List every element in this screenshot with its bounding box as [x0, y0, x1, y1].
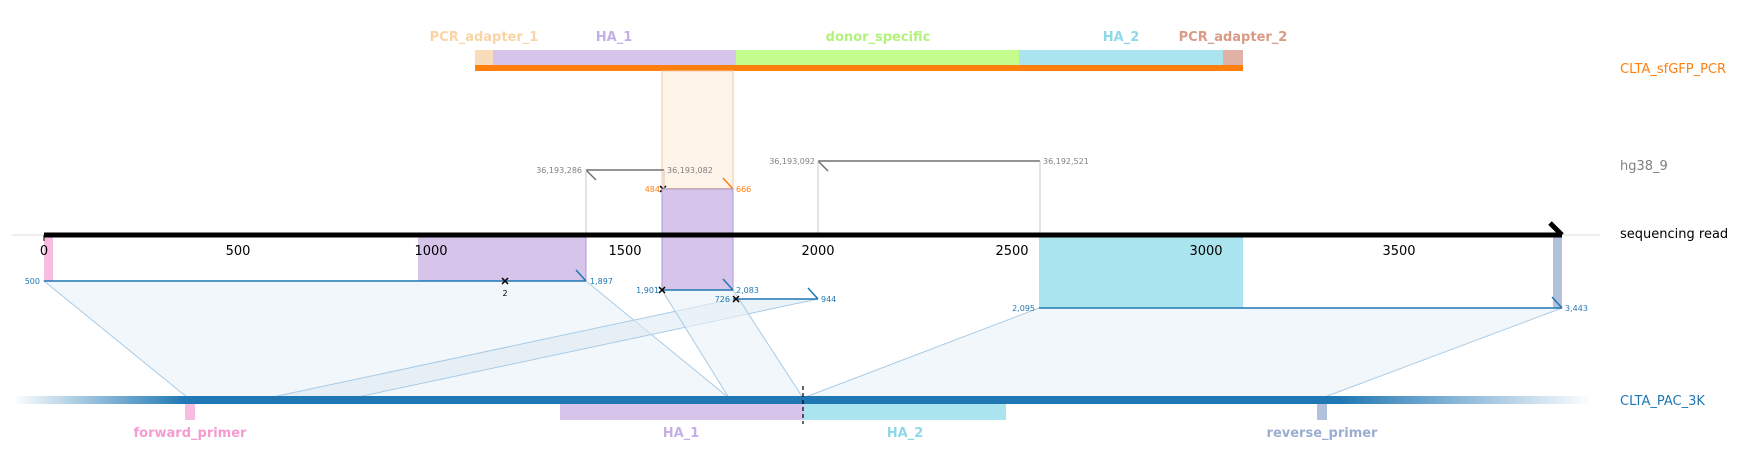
pcr-reference-name: CLTA_sfGFP_PCR	[1620, 62, 1726, 77]
pcr-alignment: 484 666	[645, 70, 751, 194]
plasmid-alignment-1-x-marker	[501, 277, 509, 285]
plasmid-reference-name: CLTA_PAC_3K	[1620, 394, 1705, 409]
read-highlight-ha-1-b	[661, 188, 734, 291]
read-highlight-ha-2	[1039, 236, 1243, 308]
plasmid-feature-reverse-primer	[1317, 400, 1327, 420]
read-reference-name: sequencing read	[1620, 227, 1728, 242]
genome-alignment-2-start-label: 36,193,092	[769, 157, 815, 166]
pcr-feature-adapter-2	[1223, 50, 1243, 66]
plasmid-alignment-3-end-label: 944	[821, 295, 836, 304]
genome-alignments: 36,193,286 36,193,082 36,193,092 36,192,…	[536, 157, 1668, 234]
pcr-alignment-shade	[661, 70, 734, 190]
pcr-reference: PCR_adapter_1 HA_1 donor_specific HA_2 P…	[430, 30, 1726, 77]
plasmid-feature-ha-2	[803, 400, 1006, 420]
plasmid-feature-label-forward-primer: forward_primer	[134, 426, 248, 441]
genome-alignment-1-arrow	[585, 169, 597, 181]
genome-alignment-2-end-label: 36,192,521	[1043, 157, 1089, 166]
pcr-feature-ha-2	[1019, 50, 1223, 66]
plasmid-alignment-2-x-marker	[658, 286, 666, 294]
read-tick-label-1500: 1500	[608, 244, 641, 259]
sequencing-read: 0 500 1000 1500 2000 2500 3000 3500 sequ…	[12, 221, 1728, 259]
read-tick-label-3000: 3000	[1189, 244, 1222, 259]
plasmid-feature-forward-primer	[185, 400, 195, 420]
read-highlight-reverse-primer	[1553, 236, 1562, 308]
plasmid-feature-label-ha-1: HA_1	[663, 426, 700, 441]
plasmid-alignment-3-arrow	[807, 287, 819, 300]
read-highlight-forward-primer	[44, 236, 53, 281]
pcr-alignment-start-label: 484	[645, 185, 660, 194]
pcr-feature-donor-specific	[736, 50, 1019, 66]
pcr-feature-label-ha-2: HA_2	[1103, 30, 1140, 45]
plasmid-alignment-trapezoids	[42, 280, 1563, 399]
read-tick-label-3500: 3500	[1382, 244, 1415, 259]
pcr-feature-label-adapter-2: PCR_adapter_2	[1179, 30, 1288, 45]
genome-alignment-2-arrow	[817, 160, 829, 172]
plasmid-alignment-4-arrow	[1551, 296, 1563, 309]
pcr-feature-ha-1	[493, 50, 736, 66]
read-tick-label-0: 0	[40, 244, 48, 259]
read-tick-label-2000: 2000	[801, 244, 834, 259]
pcr-alignment-end-label: 666	[736, 185, 751, 194]
genome-alignment-1-start-label: 36,193,286	[536, 166, 582, 175]
plasmid-alignment-3-x-marker	[732, 295, 740, 303]
plasmid-alignment-4-start-label: 2,095	[1012, 304, 1035, 313]
genome-alignment-1-end-label: 36,193,082	[667, 166, 713, 175]
plasmid-alignment-2-start-label: 1,901	[636, 286, 659, 295]
pcr-feature-adapter-1	[475, 50, 493, 66]
read-tick-label-1000: 1000	[414, 244, 447, 259]
plasmid-alignment-1-arrow	[575, 269, 587, 282]
read-highlight-ha-1-a	[418, 236, 586, 281]
plasmid-alignment-2-arrow	[722, 278, 734, 291]
plasmid-backbone	[12, 396, 1592, 404]
pcr-feature-label-adapter-1: PCR_adapter_1	[430, 30, 539, 45]
plasmid-feature-label-reverse-primer: reverse_primer	[1267, 426, 1379, 441]
plasmid-alignment-1-edit-label: 2	[502, 289, 507, 298]
plasmid-alignment-4-area	[802, 307, 1563, 399]
read-end-arrow	[1548, 221, 1564, 237]
plasmid-alignment-1-start-label: 500	[25, 277, 40, 286]
plasmid-alignment-segments: 2 500 1,897 1,901 2,083 726 944 2,095 3,…	[25, 269, 1588, 313]
pcr-feature-label-donor-specific: donor_specific	[826, 30, 931, 45]
plasmid-alignment-2-end-label: 2,083	[736, 286, 759, 295]
plasmid-alignment-1-end-label: 1,897	[590, 277, 613, 286]
pcr-alignment-arrow	[722, 177, 734, 190]
plasmid-reference: forward_primer HA_1 HA_2 reverse_primer …	[12, 386, 1705, 441]
read-tick-label-500: 500	[226, 244, 251, 259]
plasmid-alignment-4-end-label: 3,443	[1565, 304, 1588, 313]
plasmid-alignment-3-start-label: 726	[715, 295, 730, 304]
read-highlights	[44, 170, 1562, 308]
pcr-backbone	[475, 65, 1243, 71]
pcr-feature-label-ha-1: HA_1	[596, 30, 633, 45]
genome-reference-name: hg38_9	[1620, 159, 1668, 174]
plasmid-feature-ha-1	[560, 400, 803, 420]
plasmid-feature-label-ha-2: HA_2	[887, 426, 924, 441]
read-tick-label-2500: 2500	[995, 244, 1028, 259]
